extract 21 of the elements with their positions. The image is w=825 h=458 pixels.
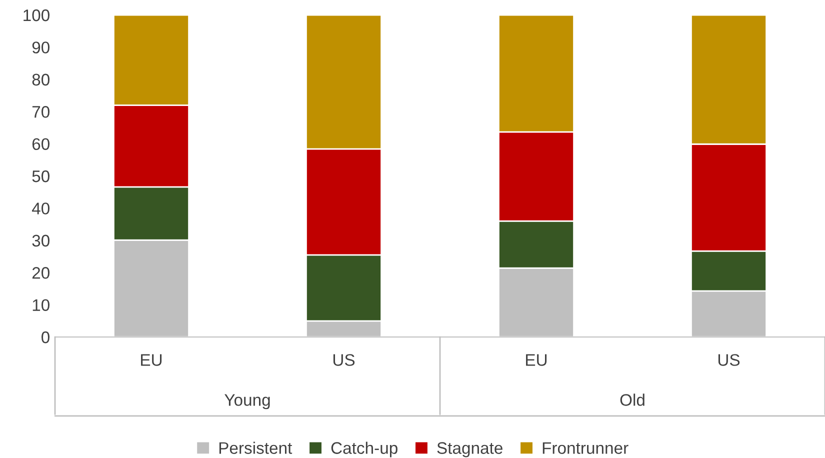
y-tick-label: 10 (32, 299, 50, 312)
y-tick-label: 70 (32, 106, 50, 118)
y-tick-label: 50 (32, 170, 50, 182)
y-tick-label: 0 (42, 331, 50, 344)
y-tick-label: 100 (24, 9, 50, 22)
y-tick-label: 30 (32, 234, 50, 247)
y-tick-label: 90 (32, 42, 50, 54)
x-tick-label: US (333, 354, 355, 366)
legend-label: Catch-up (331, 442, 398, 458)
x-tick-label: US (718, 354, 740, 366)
legend-label: Stagnate (437, 442, 502, 458)
x-tick-label: EU (141, 354, 162, 366)
y-tick-label: 20 (32, 267, 50, 279)
text: Young (224, 394, 270, 410)
legend-label: Frontrunner (542, 442, 628, 454)
y-tick-label: 60 (32, 138, 50, 150)
text: Old (620, 394, 644, 406)
legend-label: Persistent (219, 442, 292, 454)
y-tick-label: 40 (32, 202, 50, 214)
x-tick-label: EU (526, 354, 547, 366)
y-tick-label: 80 (32, 74, 50, 86)
